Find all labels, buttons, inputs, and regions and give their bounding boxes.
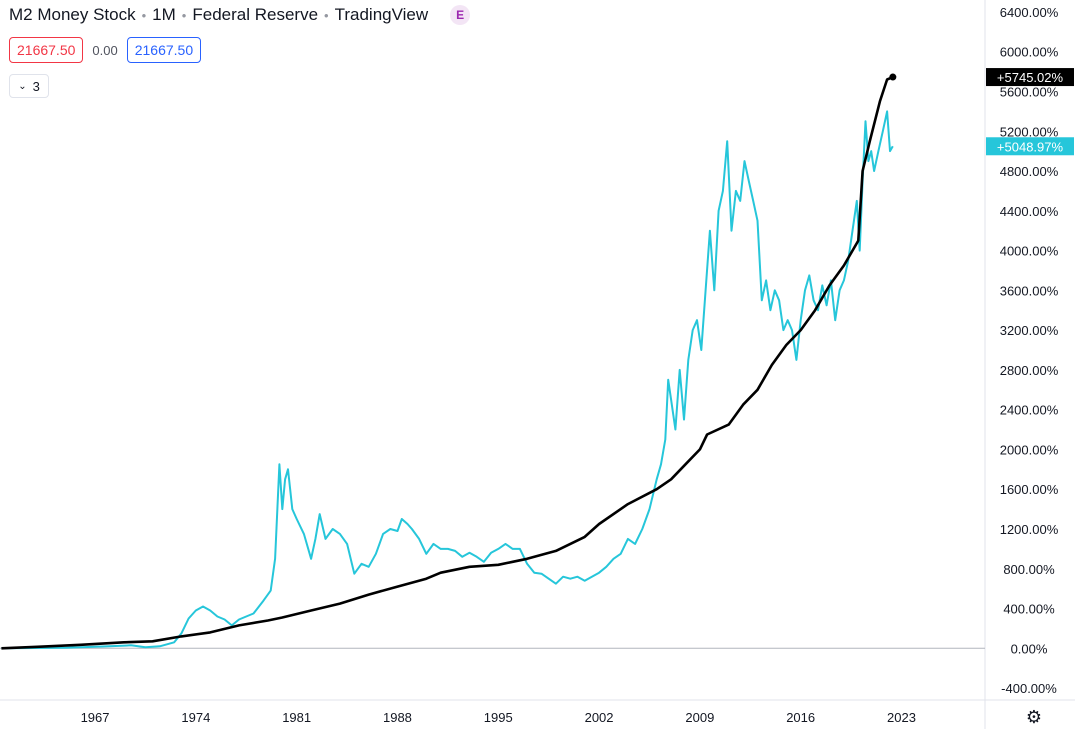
x-tick-label: 1988 bbox=[383, 710, 412, 725]
y-tick-label: 4000.00% bbox=[1000, 244, 1059, 259]
gear-icon[interactable]: ⚙ bbox=[1025, 707, 1043, 727]
separator-dot: • bbox=[141, 7, 147, 23]
last-value-label-black-bg bbox=[986, 68, 1074, 87]
x-tick-label: 1967 bbox=[81, 710, 110, 725]
x-tick-label: 1974 bbox=[181, 710, 210, 725]
y-tick-label: 4800.00% bbox=[1000, 164, 1059, 179]
y-tick-label: 2800.00% bbox=[1000, 363, 1059, 378]
change-value: 0.00 bbox=[92, 42, 118, 58]
x-tick-label: 2009 bbox=[685, 710, 714, 725]
y-tick-label: 1200.00% bbox=[1000, 522, 1059, 537]
y-tick-label: 3200.00% bbox=[1000, 323, 1059, 338]
y-tick-label: 800.00% bbox=[1003, 562, 1055, 577]
y-tick-label: 1600.00% bbox=[1000, 482, 1059, 497]
y-tick-label: 6400.00% bbox=[1000, 5, 1059, 20]
symbol-title[interactable]: M2 Money Stock bbox=[9, 5, 136, 24]
platform-label: TradingView bbox=[334, 5, 429, 24]
x-tick-label: 2023 bbox=[887, 710, 916, 725]
x-tick-label: 2016 bbox=[786, 710, 815, 725]
y-tick-label: 4400.00% bbox=[1000, 204, 1059, 219]
interval-label[interactable]: 1M bbox=[152, 5, 176, 24]
separator-dot: • bbox=[181, 7, 187, 23]
series-line-black bbox=[1, 75, 894, 650]
collapse-indicators-button[interactable]: ⌄ 3 bbox=[9, 74, 49, 98]
y-tick-label: -400.00% bbox=[1001, 681, 1057, 696]
y-tick-label: 5600.00% bbox=[1000, 84, 1059, 99]
last-value-label-black: +5745.02% bbox=[997, 70, 1064, 85]
chart-legend-header[interactable]: M2 Money Stock • 1M • Federal Reserve • … bbox=[9, 5, 471, 25]
y-tick-label: 0.00% bbox=[1011, 641, 1048, 656]
right-value-box: 21667.50 bbox=[126, 37, 202, 63]
last-value-label-cyan: +5048.97% bbox=[997, 139, 1064, 154]
y-tick-label: 2000.00% bbox=[1000, 442, 1059, 457]
earnings-badge[interactable]: E bbox=[450, 5, 471, 25]
x-tick-label: 2002 bbox=[585, 710, 614, 725]
series-endpoint-dot bbox=[889, 73, 897, 81]
y-tick-label: 5200.00% bbox=[1000, 124, 1059, 139]
values-row: 21667.50 0.00 21667.50 bbox=[9, 37, 202, 63]
x-tick-label: 1995 bbox=[484, 710, 513, 725]
y-tick-label: 400.00% bbox=[1003, 602, 1055, 617]
x-tick-label: 1981 bbox=[282, 710, 311, 725]
series-line-cyan bbox=[1, 110, 894, 650]
indicator-count: 3 bbox=[32, 78, 40, 94]
source-label: Federal Reserve bbox=[192, 5, 319, 24]
y-tick-label: 6000.00% bbox=[1000, 45, 1059, 60]
last-value-label-cyan-bg bbox=[986, 137, 1074, 156]
chevron-down-icon: ⌄ bbox=[18, 80, 27, 92]
left-value-box: 21667.50 bbox=[9, 37, 84, 63]
separator-dot: • bbox=[324, 7, 329, 23]
y-tick-label: 3600.00% bbox=[1000, 283, 1059, 298]
y-tick-label: 2400.00% bbox=[1000, 403, 1059, 418]
